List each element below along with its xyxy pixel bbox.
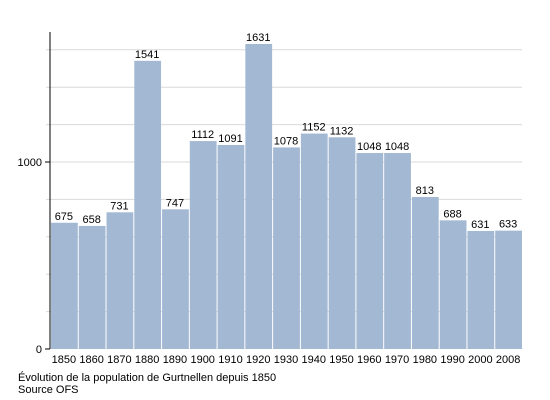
data-label: 1091 xyxy=(218,133,242,145)
x-tick-label: 1980 xyxy=(413,354,437,366)
bar xyxy=(78,225,106,349)
bar xyxy=(189,141,217,349)
bar xyxy=(245,44,273,350)
bar xyxy=(439,220,467,349)
bars xyxy=(51,44,522,350)
bar xyxy=(356,153,384,349)
data-label: 813 xyxy=(416,185,434,197)
data-label: 1132 xyxy=(330,125,354,137)
data-label: 1048 xyxy=(385,141,409,153)
x-tick-label: 1890 xyxy=(163,354,187,366)
y-tick-labels: 0 1000 xyxy=(18,157,50,356)
data-label: 633 xyxy=(499,219,517,231)
x-tick-label: 1990 xyxy=(440,354,464,366)
x-tick-label: 1950 xyxy=(329,354,353,366)
x-tick-label: 1920 xyxy=(246,354,270,366)
data-label: 1048 xyxy=(357,141,381,153)
data-label: 731 xyxy=(110,200,128,212)
x-tick-label: 1850 xyxy=(52,354,76,366)
chart-caption: Évolution de la population de Gurtnellen… xyxy=(18,372,277,384)
data-label: 1152 xyxy=(302,122,326,134)
x-tick-label: 1930 xyxy=(274,354,298,366)
data-labels: 675 658 731 1541 747 1112 1091 1631 1078 1152 1132… xyxy=(55,32,518,231)
data-label: 658 xyxy=(82,214,100,226)
x-tick-label: 1870 xyxy=(107,354,131,366)
x-tick-label: 1960 xyxy=(357,354,381,366)
chart-source: Source OFS xyxy=(18,384,79,396)
bar xyxy=(467,231,495,349)
x-tick-label: 2000 xyxy=(468,354,492,366)
data-label: 631 xyxy=(471,219,489,231)
bar xyxy=(217,144,245,349)
data-label: 675 xyxy=(55,211,73,223)
bar xyxy=(384,153,411,349)
data-label: 747 xyxy=(166,197,184,209)
bar xyxy=(134,60,162,349)
bar xyxy=(495,230,522,349)
bar xyxy=(162,209,189,349)
bar xyxy=(328,137,356,349)
bar xyxy=(273,147,300,349)
data-label: 1112 xyxy=(191,129,214,141)
x-tick-label: 1970 xyxy=(385,354,409,366)
x-tick-label: 1860 xyxy=(79,354,103,366)
bar xyxy=(51,222,78,349)
data-label: 688 xyxy=(443,208,461,220)
data-label: 1541 xyxy=(135,49,159,61)
y-tick-label: 1000 xyxy=(18,157,42,169)
x-tick-label: 1940 xyxy=(302,354,326,366)
y-tick-label: 0 xyxy=(36,344,42,356)
data-label: 1631 xyxy=(246,32,270,44)
x-tick-labels: 1850 1860 1870 1880 1890 1900 1910 1920 1930 1940… xyxy=(52,354,521,366)
bar xyxy=(106,212,134,349)
x-tick-label: 2008 xyxy=(496,354,520,366)
bar xyxy=(411,196,439,349)
data-label: 1078 xyxy=(274,135,298,147)
bar xyxy=(300,133,328,349)
x-tick-label: 1900 xyxy=(190,354,214,366)
x-tick-label: 1910 xyxy=(218,354,242,366)
x-tick-label: 1880 xyxy=(135,354,159,366)
